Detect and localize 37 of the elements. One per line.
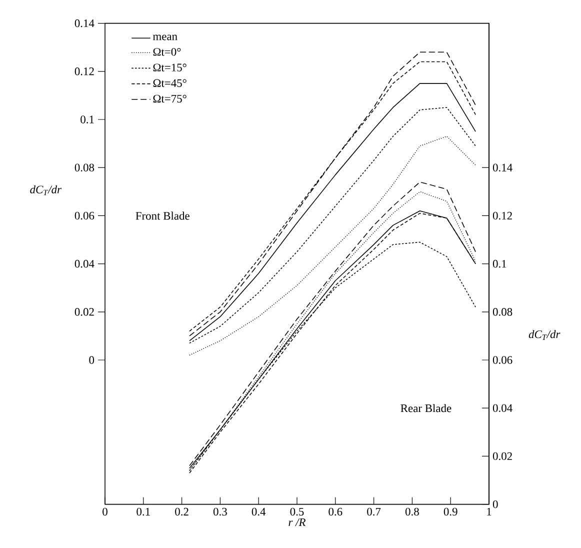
x-tick-label: 0.8 <box>405 508 419 516</box>
x-tick-label: 0.3 <box>213 508 227 516</box>
legend-label: mean <box>152 34 178 40</box>
y2-tick-label: 0.08 <box>492 308 512 316</box>
x-tick-label: 1 <box>487 508 492 516</box>
x-tick-label: 0.1 <box>136 508 150 516</box>
y2-tick-label: 0.02 <box>492 452 512 460</box>
x-tick-label: 0.9 <box>444 508 458 516</box>
x-tick-label: 0.6 <box>328 508 342 516</box>
y2-axis-title: dC$_{T}$/dr <box>528 330 560 340</box>
x-tick-label: 0 <box>102 508 108 516</box>
y2-tick-label: 0.14 <box>492 164 512 172</box>
y-tick-label: 0.02 <box>74 308 94 316</box>
x-tick-label: 0.5 <box>290 508 304 516</box>
annotation: Rear Blade <box>400 404 452 412</box>
y-tick-label: 0.12 <box>74 68 94 76</box>
x-tick-label: 0.7 <box>367 508 381 516</box>
y-tick-label: 0.04 <box>74 260 94 268</box>
y2-tick-label: 0 <box>492 500 498 508</box>
y2-tick-label: 0.04 <box>492 404 512 412</box>
legend-label: Ωt=45° <box>153 79 186 87</box>
y-tick-label: 0 <box>89 356 94 364</box>
x-tick-label: 0.2 <box>175 508 188 516</box>
x-tick-label: 0.4 <box>252 508 266 516</box>
y-tick-label: 0.1 <box>80 116 94 124</box>
y-tick-label: 0.08 <box>74 164 94 172</box>
y-axis-title: dC$_{T}$/dr <box>30 185 62 196</box>
y2-tick-label: 0.1 <box>492 260 506 268</box>
y2-tick-label: 0.12 <box>492 212 512 220</box>
annotation: Front Blade <box>136 212 190 220</box>
legend-label: Ωt=75° <box>153 94 186 103</box>
legend-label: Ωt=0° <box>153 48 181 56</box>
legend-label: Ωt=15° <box>153 64 186 72</box>
x-axis-title: r /R <box>288 518 306 526</box>
y-tick-label: 0.06 <box>74 212 94 220</box>
y-tick-label: 0.14 <box>74 19 94 28</box>
y2-tick-label: 0.06 <box>492 356 512 364</box>
